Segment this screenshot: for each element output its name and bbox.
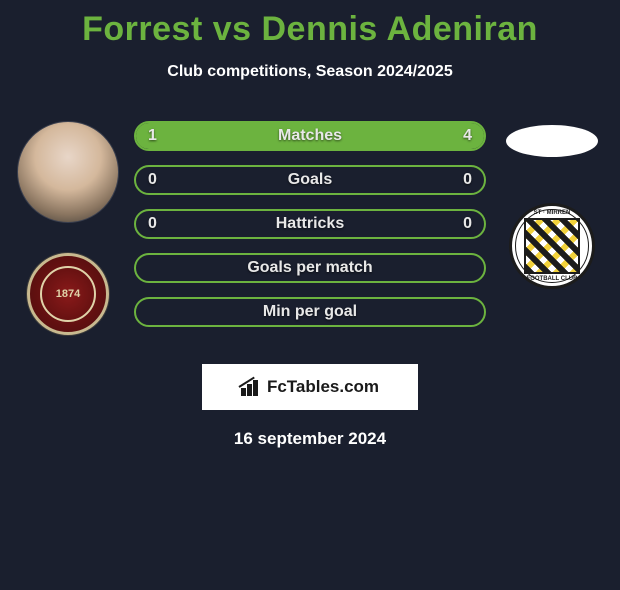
stat-bar-hattricks: 0 Hattricks 0 [134,209,486,239]
club-right-ring [515,209,589,283]
stat-fill-left [136,123,206,149]
stat-val-left: 1 [148,127,157,145]
club-right-text-bottom: FOOTBALL CLUB [512,276,592,282]
player-right-club-badge: ST · MIRREN FOOTBALL CLUB [509,203,595,289]
player-left-avatar [17,121,119,223]
stat-label: Matches [278,127,342,145]
date-line: 16 september 2024 [0,429,620,449]
club-right-text-top: ST · MIRREN [512,210,592,216]
stat-fill-right [206,123,484,149]
stat-bar-matches: 1 Matches 4 [134,121,486,151]
stat-val-right: 4 [463,127,472,145]
footer-brand-text: FcTables.com [267,377,379,397]
stat-val-left: 0 [148,215,157,233]
stat-val-right: 0 [463,171,472,189]
stat-bar-min-per-goal: Min per goal [134,297,486,327]
club-left-year: 1874 [56,288,80,300]
stat-label: Goals per match [247,259,372,277]
player-left-club-badge: 1874 [27,253,109,335]
player-right-avatar [506,125,598,157]
player-left-column: 1874 [8,121,128,335]
stat-label: Goals [288,171,332,189]
stat-bar-goals: 0 Goals 0 [134,165,486,195]
stat-label: Hattricks [276,215,344,233]
stat-val-right: 0 [463,215,472,233]
player-right-column: ST · MIRREN FOOTBALL CLUB [492,121,612,289]
stat-bar-goals-per-match: Goals per match [134,253,486,283]
stat-val-left: 0 [148,171,157,189]
bar-chart-icon [241,378,261,396]
footer-brand-badge[interactable]: FcTables.com [201,363,419,411]
stat-label: Min per goal [263,303,357,321]
page-title: Forrest vs Dennis Adeniran [0,10,620,49]
stats-bars: 1 Matches 4 0 Goals 0 0 Hattricks 0 Goal… [134,121,486,327]
comparison-row: 1874 1 Matches 4 0 Goals 0 0 Hattricks 0 [0,121,620,335]
subtitle: Club competitions, Season 2024/2025 [0,63,620,81]
